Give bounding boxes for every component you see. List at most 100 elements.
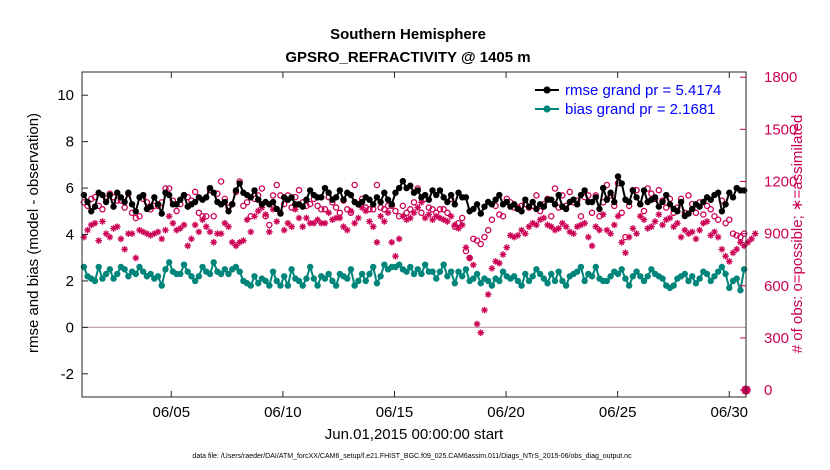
bias-point — [440, 261, 447, 268]
assimilated-point — [280, 226, 288, 234]
bias-point — [403, 268, 410, 275]
bias-point — [344, 275, 351, 282]
rmse-point — [236, 180, 243, 187]
assimilated-point — [165, 212, 173, 220]
asterisk-stroke — [388, 239, 395, 246]
asterisk-stroke — [648, 223, 655, 230]
possible-point — [240, 202, 247, 210]
legend-bias-label: bias grand pr = 2.1681 — [565, 101, 716, 118]
bias-point — [689, 273, 696, 280]
possible-point — [266, 221, 273, 229]
rmse-point — [102, 198, 110, 206]
assimilated-point — [240, 237, 247, 244]
assimilated-point — [692, 235, 700, 243]
possible-point — [714, 216, 722, 223]
asterisk-stroke — [633, 230, 640, 237]
assimilated-point — [210, 239, 217, 246]
bias-point — [436, 268, 444, 275]
assimilated-point — [106, 233, 114, 241]
possible-point — [648, 190, 655, 197]
bias-point — [199, 263, 206, 271]
rmse-point — [533, 205, 540, 213]
asterisk-stroke — [107, 234, 113, 240]
asterisk-stroke — [563, 223, 569, 230]
asterisk-stroke — [351, 220, 358, 226]
bias-point — [165, 259, 173, 266]
assimilated-point — [629, 225, 637, 232]
asterisk-stroke — [555, 225, 562, 232]
rmse-point — [173, 201, 180, 208]
rmse-point — [433, 191, 440, 199]
bias-point — [184, 268, 191, 275]
rmse-point — [714, 189, 722, 196]
asterisk-stroke — [678, 234, 684, 240]
bias-point — [640, 277, 648, 285]
x-axis-label: Jun.01,2015 00:00:00 start — [325, 426, 504, 443]
assimilated-point — [414, 204, 422, 211]
bias-point — [488, 282, 496, 289]
rmse-point — [277, 210, 284, 217]
asterisk-stroke — [363, 208, 369, 214]
possible-point — [707, 206, 715, 213]
rmse-point — [588, 198, 596, 206]
assimilated-point — [321, 219, 329, 227]
asterisk-stroke — [370, 223, 376, 230]
asterisk-stroke — [615, 213, 621, 220]
rmse-point — [399, 177, 407, 185]
assimilated-point — [481, 306, 488, 314]
possible-point — [577, 213, 585, 220]
bias-point — [232, 263, 240, 271]
assimilated-point — [169, 219, 177, 227]
assimilated-point — [206, 228, 214, 236]
rmse-point — [447, 191, 455, 199]
rmse-point — [318, 194, 325, 201]
possible-point — [373, 181, 381, 189]
asterisk-stroke — [541, 215, 547, 221]
asterisk-stroke — [411, 210, 417, 216]
bias-point — [718, 263, 726, 271]
bias-point — [225, 270, 232, 278]
asterisk-stroke — [288, 223, 295, 230]
asterisk-stroke — [292, 206, 299, 213]
asterisk-stroke — [570, 230, 577, 237]
possible-point — [306, 200, 314, 208]
asterisk-stroke — [196, 229, 202, 235]
rmse-point — [700, 198, 707, 206]
rmse-point — [503, 198, 510, 206]
bias-point — [373, 280, 381, 287]
bias-point — [377, 273, 384, 280]
bias-point — [136, 263, 143, 271]
assimilated-point — [184, 242, 192, 250]
y-axis-right-label: # of obs: o=possible; ∗=assimilated — [789, 115, 806, 354]
assimilated-point — [336, 214, 344, 222]
rmse-point — [366, 196, 373, 203]
y-right-tick-label: 0 — [764, 382, 772, 399]
rmse-point — [288, 194, 295, 201]
asterisk-stroke — [240, 237, 247, 244]
rmse-point — [663, 191, 670, 199]
bias-point — [574, 268, 581, 275]
x-axis: 06/05 06/10 06/15 06/20 06/25 06/30 — [153, 72, 748, 421]
rmse-point — [369, 201, 377, 208]
rmse-point — [548, 196, 555, 203]
assimilated-point — [503, 244, 511, 251]
plot-area — [80, 173, 759, 396]
asterisk-stroke — [592, 223, 599, 230]
assimilated-point — [533, 221, 540, 229]
asterisk-stroke — [118, 236, 124, 242]
possible-point — [273, 181, 280, 189]
asterisk-stroke — [607, 230, 614, 237]
y-axis-left: -2 0 2 4 6 8 10 — [57, 87, 88, 383]
assimilated-point — [314, 216, 321, 224]
asterisk-stroke — [374, 239, 380, 246]
possible-point — [392, 207, 399, 215]
bias-point — [314, 282, 321, 289]
bias-point — [496, 277, 503, 285]
asterisk-stroke — [426, 211, 432, 218]
assimilated-point — [188, 235, 195, 243]
y-right-tick-label: 1200 — [764, 173, 797, 190]
asterisk-stroke — [622, 249, 629, 256]
legend: rmse grand pr = 5.4174 bias grand pr = 2… — [535, 82, 721, 118]
asterisk-stroke — [285, 220, 291, 226]
bias-point — [429, 268, 436, 275]
